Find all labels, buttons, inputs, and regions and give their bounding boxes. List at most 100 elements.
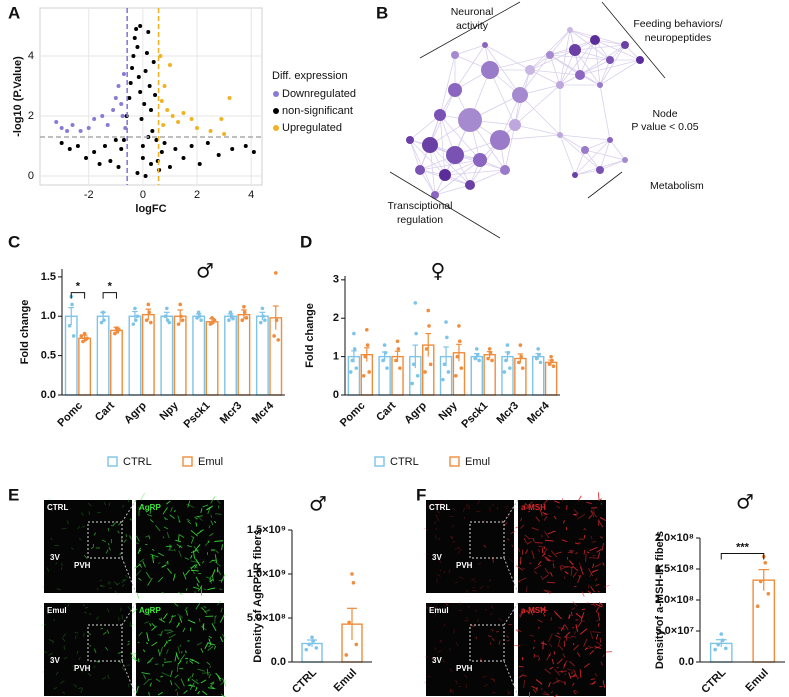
fiber (533, 570, 538, 575)
micrograph (44, 603, 132, 696)
x-tick-label: 4 (248, 189, 254, 201)
fiber (162, 507, 168, 515)
fiber (572, 643, 575, 646)
data-point (146, 302, 151, 307)
fiber (200, 587, 203, 596)
bracket (601, 1, 666, 79)
fiber (149, 623, 152, 627)
data-point (427, 324, 431, 328)
fiber (50, 509, 54, 512)
fiber (160, 675, 164, 678)
point (84, 156, 89, 160)
fiber (577, 620, 583, 627)
significance-bracket (102, 292, 117, 299)
fiber (548, 633, 553, 643)
fiber (66, 520, 69, 525)
fiber (548, 682, 551, 688)
fiber (525, 586, 528, 593)
fiber (424, 681, 427, 684)
y-axis-label: Density of AgRP-IR fibers (252, 529, 264, 662)
group-label: Emul (47, 606, 67, 615)
fiber (209, 665, 212, 668)
fiber (443, 570, 446, 574)
fiber (488, 578, 492, 582)
fiber (50, 537, 53, 540)
x-tick-label: Mcr3 (494, 400, 521, 427)
data-point (131, 322, 136, 326)
edge (439, 54, 456, 116)
fiber (112, 522, 117, 526)
data-point (272, 334, 276, 338)
fiber (511, 544, 513, 547)
fiber (600, 502, 603, 505)
fiber (183, 690, 188, 694)
fiber (221, 544, 223, 550)
node (434, 109, 446, 121)
fiber (148, 678, 152, 681)
fiber (174, 674, 179, 679)
fiber (515, 565, 524, 571)
data-point (135, 314, 140, 319)
y-tick-label: 2.0×10⁸ (655, 532, 694, 544)
fiber (201, 606, 208, 614)
data-point (101, 310, 105, 315)
legend-label: Downregulated (282, 88, 356, 100)
legend-swatch (182, 456, 193, 467)
fiber (566, 504, 568, 510)
fiber (554, 500, 560, 504)
data-point (354, 642, 359, 647)
panel-letter: B (376, 3, 388, 22)
data-point (196, 310, 201, 315)
fiber (186, 518, 191, 522)
node (481, 61, 499, 79)
fiber (591, 541, 597, 543)
fiber (589, 570, 595, 577)
fiber (77, 526, 81, 530)
fiber (465, 503, 468, 508)
node (500, 165, 510, 175)
point (230, 147, 235, 151)
fiber (149, 682, 152, 687)
fiber (569, 675, 577, 678)
fiber (210, 520, 214, 526)
data-point (228, 310, 233, 315)
fiber (590, 603, 596, 606)
fiber (189, 658, 194, 662)
network: Neuronal activity Feeding behaviors/neurop… (388, 1, 723, 239)
data-point (244, 316, 249, 320)
fiber (179, 616, 183, 623)
fiber (207, 687, 216, 690)
fiber (194, 564, 198, 569)
y-tick-label: 3 (333, 274, 339, 286)
fiber (484, 608, 488, 611)
point (121, 72, 126, 76)
point (134, 27, 139, 31)
fiber (564, 631, 571, 638)
data-point (519, 354, 523, 359)
fiber (214, 554, 218, 563)
cluster-label: activity (456, 20, 489, 32)
fiber (568, 672, 572, 679)
fiber (543, 691, 550, 696)
fiber (146, 513, 153, 517)
fiber (567, 668, 572, 671)
fiber (163, 526, 169, 530)
edge (594, 39, 601, 86)
point (67, 147, 72, 151)
data-point (415, 374, 420, 378)
data-point (212, 318, 217, 322)
data-point (311, 639, 316, 643)
fiber (541, 574, 549, 580)
fiber (201, 560, 205, 564)
y-tick-label: 0 (28, 170, 34, 182)
point (222, 132, 227, 136)
fiber (597, 611, 601, 621)
fiber (190, 554, 193, 559)
fiber (474, 609, 478, 612)
x-tick-label: CTRL (699, 666, 728, 695)
fiber (173, 548, 176, 552)
fiber (147, 608, 155, 611)
edge (559, 134, 611, 141)
point (161, 123, 166, 127)
fiber (187, 675, 192, 682)
